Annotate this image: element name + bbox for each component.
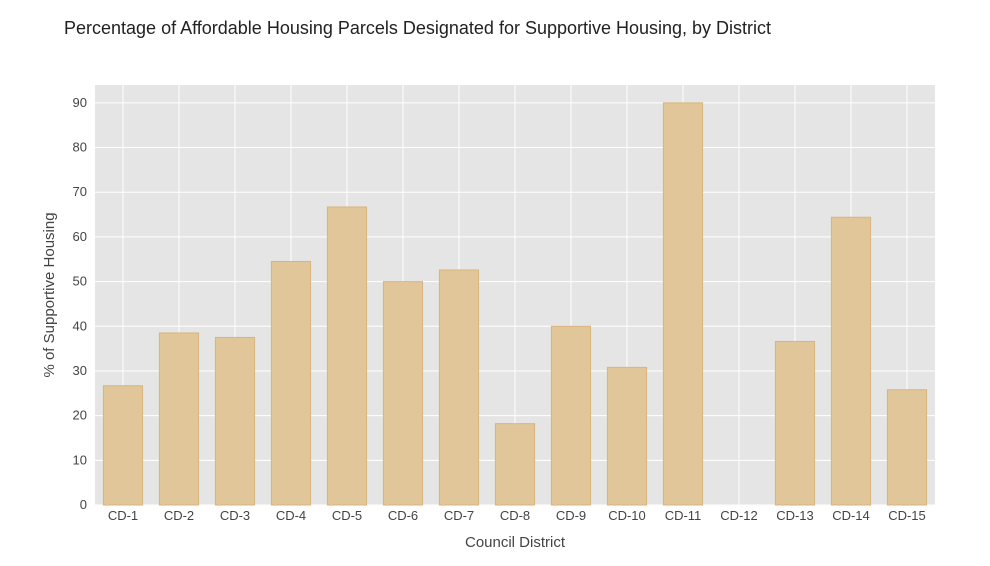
- x-tick-label: CD-12: [720, 508, 758, 523]
- y-tick-label: 50: [73, 274, 87, 289]
- y-tick-label: 90: [73, 95, 87, 110]
- bar-cd-2: [158, 332, 200, 506]
- x-tick-label: CD-11: [665, 508, 702, 523]
- chart-title: Percentage of Affordable Housing Parcels…: [64, 18, 772, 38]
- bars: [102, 102, 928, 506]
- x-tick-label: CD-1: [108, 508, 138, 523]
- bar-cd-11: [662, 102, 704, 506]
- bar-cd-5: [326, 206, 368, 506]
- bar-cd-3: [214, 336, 256, 506]
- y-tick-label: 60: [73, 229, 87, 244]
- bar-cd-4: [270, 260, 312, 506]
- bar-cd-8: [494, 423, 536, 506]
- bar-cd-9: [550, 325, 592, 506]
- y-tick-label: 10: [73, 452, 87, 467]
- y-tick-label: 30: [73, 363, 87, 378]
- y-tick-label: 0: [80, 497, 87, 512]
- x-tick-label: CD-15: [888, 508, 926, 523]
- x-tick-label: CD-9: [556, 508, 586, 523]
- bar-cd-13: [774, 340, 816, 506]
- y-tick-label: 20: [73, 408, 87, 423]
- x-axis-title: Council District: [465, 534, 566, 551]
- bar-cd-10: [606, 366, 648, 506]
- x-tick-label: CD-3: [220, 508, 250, 523]
- x-tick-label: CD-8: [500, 508, 530, 523]
- x-tick-label: CD-4: [276, 508, 306, 523]
- bar-cd-7: [438, 269, 480, 506]
- x-axis-ticks: CD-1 CD-2 CD-3 CD-4 CD-5 CD-6 CD-7 CD-8 CD-9 CD-1…: [108, 508, 926, 523]
- bar-cd-1: [102, 385, 144, 506]
- bar-cd-6: [382, 281, 424, 506]
- x-tick-label: CD-10: [608, 508, 646, 523]
- x-tick-label: CD-5: [332, 508, 362, 523]
- bar-cd-15: [886, 389, 928, 506]
- x-tick-label: CD-14: [832, 508, 870, 523]
- y-axis-title: % of Supportive Housing: [41, 212, 58, 377]
- y-tick-label: 40: [73, 318, 87, 333]
- x-tick-label: CD-13: [776, 508, 814, 523]
- x-tick-label: CD-6: [388, 508, 418, 523]
- y-tick-label: 70: [73, 184, 87, 199]
- y-tick-label: 80: [73, 140, 87, 155]
- y-axis-ticks: 0 10 20 30 40 50 60 70 80 90: [73, 95, 87, 512]
- bar-cd-14: [830, 216, 872, 506]
- x-tick-label: CD-7: [444, 508, 474, 523]
- x-tick-label: CD-2: [164, 508, 194, 523]
